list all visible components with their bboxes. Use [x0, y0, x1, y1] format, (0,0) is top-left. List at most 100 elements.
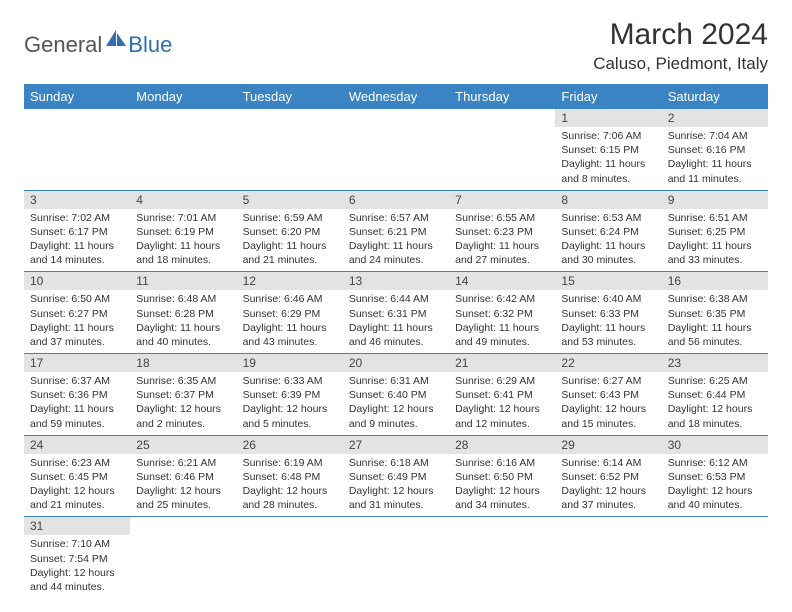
daylight-text: Daylight: 12 hours and 44 minutes. — [30, 566, 124, 594]
sunset-text: Sunset: 6:37 PM — [136, 388, 230, 402]
calendar-day-cell — [130, 109, 236, 190]
day-number: 23 — [662, 354, 768, 372]
daylight-text: Daylight: 12 hours and 15 minutes. — [561, 402, 655, 430]
sunset-text: Sunset: 6:41 PM — [455, 388, 549, 402]
sunset-text: Sunset: 6:50 PM — [455, 470, 549, 484]
daylight-text: Daylight: 11 hours and 49 minutes. — [455, 321, 549, 349]
day-number: 5 — [237, 191, 343, 209]
daylight-text: Daylight: 11 hours and 59 minutes. — [30, 402, 124, 430]
day-number: 8 — [555, 191, 661, 209]
logo-sail-icon — [106, 30, 128, 53]
daylight-text: Daylight: 12 hours and 5 minutes. — [243, 402, 337, 430]
daylight-text: Daylight: 11 hours and 27 minutes. — [455, 239, 549, 267]
calendar-day-cell: 9Sunrise: 6:51 AMSunset: 6:25 PMDaylight… — [662, 190, 768, 272]
calendar-day-cell: 14Sunrise: 6:42 AMSunset: 6:32 PMDayligh… — [449, 272, 555, 354]
sunset-text: Sunset: 7:54 PM — [30, 552, 124, 566]
day-number: 21 — [449, 354, 555, 372]
sunrise-text: Sunrise: 6:33 AM — [243, 374, 337, 388]
sunrise-text: Sunrise: 6:46 AM — [243, 292, 337, 306]
day-details: Sunrise: 7:01 AMSunset: 6:19 PMDaylight:… — [130, 209, 236, 272]
sunrise-text: Sunrise: 6:25 AM — [668, 374, 762, 388]
calendar-day-cell: 5Sunrise: 6:59 AMSunset: 6:20 PMDaylight… — [237, 190, 343, 272]
calendar-day-cell: 7Sunrise: 6:55 AMSunset: 6:23 PMDaylight… — [449, 190, 555, 272]
day-details: Sunrise: 7:04 AMSunset: 6:16 PMDaylight:… — [662, 127, 768, 190]
day-number: 29 — [555, 436, 661, 454]
day-details: Sunrise: 6:33 AMSunset: 6:39 PMDaylight:… — [237, 372, 343, 435]
day-details: Sunrise: 6:21 AMSunset: 6:46 PMDaylight:… — [130, 454, 236, 517]
daylight-text: Daylight: 12 hours and 31 minutes. — [349, 484, 443, 512]
weekday-header: Tuesday — [237, 84, 343, 109]
weekday-header: Saturday — [662, 84, 768, 109]
daylight-text: Daylight: 12 hours and 2 minutes. — [136, 402, 230, 430]
title-block: March 2024 Caluso, Piedmont, Italy — [593, 18, 768, 74]
day-number: 31 — [24, 517, 130, 535]
day-number: 20 — [343, 354, 449, 372]
sunset-text: Sunset: 6:49 PM — [349, 470, 443, 484]
day-number: 13 — [343, 272, 449, 290]
day-details: Sunrise: 6:38 AMSunset: 6:35 PMDaylight:… — [662, 290, 768, 353]
sunset-text: Sunset: 6:32 PM — [455, 307, 549, 321]
sunrise-text: Sunrise: 6:14 AM — [561, 456, 655, 470]
daylight-text: Daylight: 11 hours and 37 minutes. — [30, 321, 124, 349]
day-number: 7 — [449, 191, 555, 209]
day-details: Sunrise: 6:37 AMSunset: 6:36 PMDaylight:… — [24, 372, 130, 435]
sunset-text: Sunset: 6:53 PM — [668, 470, 762, 484]
day-number: 12 — [237, 272, 343, 290]
sunrise-text: Sunrise: 6:40 AM — [561, 292, 655, 306]
calendar-day-cell: 6Sunrise: 6:57 AMSunset: 6:21 PMDaylight… — [343, 190, 449, 272]
day-number: 17 — [24, 354, 130, 372]
calendar-week-row: 31Sunrise: 7:10 AMSunset: 7:54 PMDayligh… — [24, 517, 768, 598]
calendar-day-cell: 28Sunrise: 6:16 AMSunset: 6:50 PMDayligh… — [449, 435, 555, 517]
sunset-text: Sunset: 6:44 PM — [668, 388, 762, 402]
day-details: Sunrise: 6:23 AMSunset: 6:45 PMDaylight:… — [24, 454, 130, 517]
calendar-day-cell: 4Sunrise: 7:01 AMSunset: 6:19 PMDaylight… — [130, 190, 236, 272]
calendar-table: SundayMondayTuesdayWednesdayThursdayFrid… — [24, 84, 768, 598]
sunrise-text: Sunrise: 6:42 AM — [455, 292, 549, 306]
day-number: 4 — [130, 191, 236, 209]
daylight-text: Daylight: 12 hours and 34 minutes. — [455, 484, 549, 512]
day-details: Sunrise: 7:10 AMSunset: 7:54 PMDaylight:… — [24, 535, 130, 598]
day-details: Sunrise: 6:31 AMSunset: 6:40 PMDaylight:… — [343, 372, 449, 435]
day-number: 9 — [662, 191, 768, 209]
calendar-week-row: 10Sunrise: 6:50 AMSunset: 6:27 PMDayligh… — [24, 272, 768, 354]
calendar-day-cell — [24, 109, 130, 190]
daylight-text: Daylight: 11 hours and 33 minutes. — [668, 239, 762, 267]
day-details: Sunrise: 6:42 AMSunset: 6:32 PMDaylight:… — [449, 290, 555, 353]
calendar-day-cell — [343, 517, 449, 598]
sunrise-text: Sunrise: 6:27 AM — [561, 374, 655, 388]
sunrise-text: Sunrise: 6:29 AM — [455, 374, 549, 388]
sunrise-text: Sunrise: 6:50 AM — [30, 292, 124, 306]
sunrise-text: Sunrise: 6:53 AM — [561, 211, 655, 225]
daylight-text: Daylight: 12 hours and 12 minutes. — [455, 402, 549, 430]
calendar-day-cell: 18Sunrise: 6:35 AMSunset: 6:37 PMDayligh… — [130, 354, 236, 436]
calendar-day-cell: 16Sunrise: 6:38 AMSunset: 6:35 PMDayligh… — [662, 272, 768, 354]
calendar-day-cell: 27Sunrise: 6:18 AMSunset: 6:49 PMDayligh… — [343, 435, 449, 517]
calendar-day-cell: 23Sunrise: 6:25 AMSunset: 6:44 PMDayligh… — [662, 354, 768, 436]
calendar-day-cell — [130, 517, 236, 598]
day-number: 15 — [555, 272, 661, 290]
day-details: Sunrise: 6:59 AMSunset: 6:20 PMDaylight:… — [237, 209, 343, 272]
day-details: Sunrise: 6:48 AMSunset: 6:28 PMDaylight:… — [130, 290, 236, 353]
month-title: March 2024 — [593, 18, 768, 52]
sunset-text: Sunset: 6:24 PM — [561, 225, 655, 239]
calendar-body: 1Sunrise: 7:06 AMSunset: 6:15 PMDaylight… — [24, 109, 768, 598]
weekday-header: Thursday — [449, 84, 555, 109]
daylight-text: Daylight: 12 hours and 40 minutes. — [668, 484, 762, 512]
daylight-text: Daylight: 12 hours and 21 minutes. — [30, 484, 124, 512]
day-details: Sunrise: 6:40 AMSunset: 6:33 PMDaylight:… — [555, 290, 661, 353]
calendar-day-cell — [662, 517, 768, 598]
day-number: 3 — [24, 191, 130, 209]
sunrise-text: Sunrise: 7:04 AM — [668, 129, 762, 143]
sunset-text: Sunset: 6:17 PM — [30, 225, 124, 239]
daylight-text: Daylight: 11 hours and 30 minutes. — [561, 239, 655, 267]
calendar-day-cell: 29Sunrise: 6:14 AMSunset: 6:52 PMDayligh… — [555, 435, 661, 517]
sunset-text: Sunset: 6:15 PM — [561, 143, 655, 157]
calendar-day-cell: 19Sunrise: 6:33 AMSunset: 6:39 PMDayligh… — [237, 354, 343, 436]
day-number: 2 — [662, 109, 768, 127]
sunset-text: Sunset: 6:36 PM — [30, 388, 124, 402]
sunset-text: Sunset: 6:43 PM — [561, 388, 655, 402]
day-number: 22 — [555, 354, 661, 372]
daylight-text: Daylight: 11 hours and 24 minutes. — [349, 239, 443, 267]
sunset-text: Sunset: 6:25 PM — [668, 225, 762, 239]
day-details: Sunrise: 6:16 AMSunset: 6:50 PMDaylight:… — [449, 454, 555, 517]
